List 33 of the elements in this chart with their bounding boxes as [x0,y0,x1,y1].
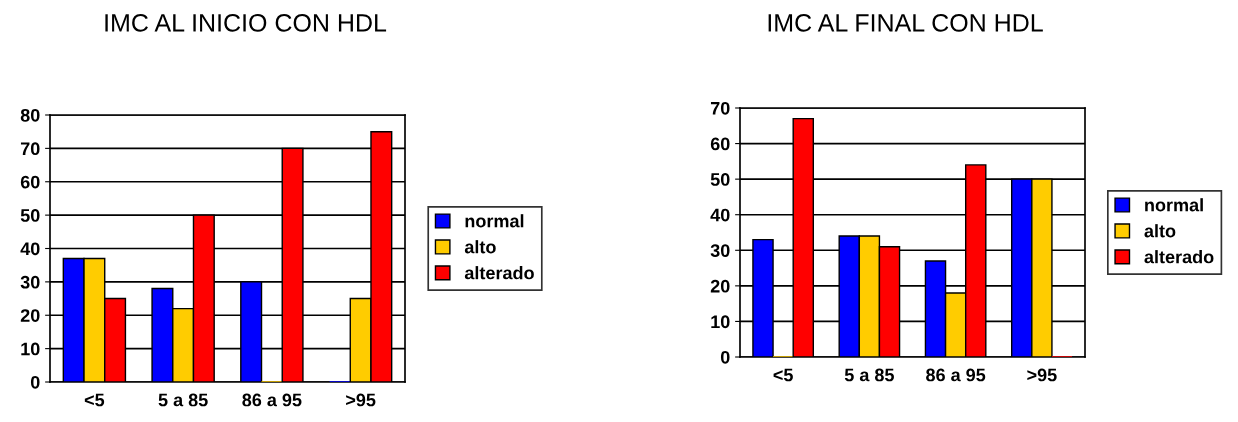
y-tick-label: 0 [30,375,40,389]
x-tick-label: >95 [346,393,376,407]
legend-label: alterado [464,266,534,280]
y-tick-label: 50 [20,209,40,222]
y-tick-label: 0 [720,350,730,364]
y-tick-label: 60 [20,175,40,189]
legend-label: normal [465,214,524,228]
y-tick-label: 70 [710,101,730,115]
y-tick-label: 40 [710,208,730,222]
chart-title: IMC AL FINAL CON HDL [768,14,1043,32]
y-tick-label: 10 [711,315,730,329]
x-tick-label: >95 [1027,368,1057,382]
y-tick-label: 40 [20,242,40,256]
y-tick-label: 70 [20,142,40,156]
y-tick-label: 50 [710,173,730,186]
legend-label: normal [1145,198,1203,212]
x-tick-label: <5 [773,368,793,382]
x-tick-label: 5 a 85 [844,368,894,382]
y-tick-label: 30 [710,244,730,258]
x-tick-label: 5 a 85 [158,393,208,407]
y-tick-label: 60 [710,137,730,151]
x-tick-label: 86 a 95 [242,393,302,407]
legend-label: alterado [1144,250,1214,264]
y-tick-label: 20 [710,279,730,293]
y-tick-label: 80 [20,108,40,122]
x-tick-label: 86 a 95 [926,368,986,382]
chart-title: IMC AL INICIO CON HDL [105,14,387,32]
y-tick-label: 30 [20,275,40,289]
legend-label: alto [1144,224,1176,238]
y-tick-label: 20 [20,309,40,322]
legend-label: alto [464,240,496,254]
y-tick-label: 10 [21,342,40,356]
x-tick-label: <5 [84,393,105,407]
